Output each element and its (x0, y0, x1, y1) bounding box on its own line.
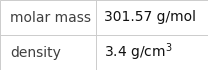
Text: density: density (10, 46, 61, 60)
Text: molar mass: molar mass (10, 10, 91, 24)
Text: 3.4 g/cm$^3$: 3.4 g/cm$^3$ (104, 42, 173, 63)
Text: 301.57 g/mol: 301.57 g/mol (104, 10, 196, 24)
